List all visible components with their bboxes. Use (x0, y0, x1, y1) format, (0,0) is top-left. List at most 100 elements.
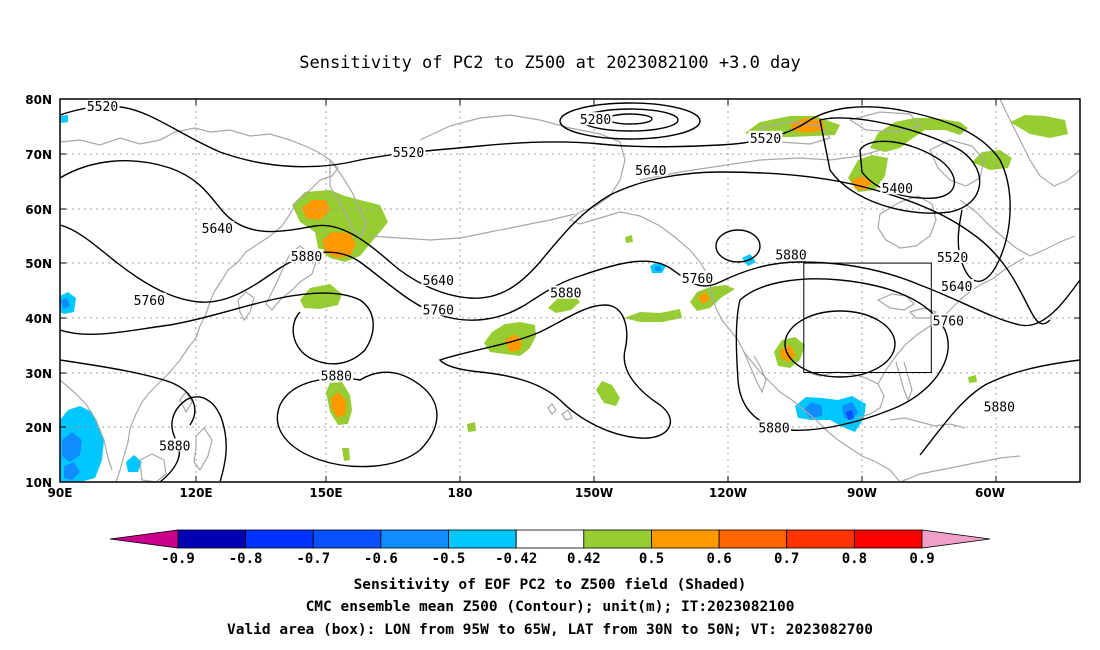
contour-label-bg (939, 279, 974, 293)
coastline-hawaii (561, 409, 573, 421)
coastline-caribbean (889, 417, 966, 429)
colorbar-swatch (448, 529, 517, 549)
lon-label: 180 (447, 486, 472, 500)
coastline-philippines (179, 390, 193, 414)
coastline-aleutians (369, 213, 576, 241)
colorbar-label: -0.5 (432, 551, 466, 567)
contour-5880 (60, 292, 374, 365)
contour-5520 (60, 105, 1011, 282)
contour-label: 5760 (423, 304, 454, 319)
coastline-borneo (139, 453, 167, 482)
contour-5880-pacific (276, 371, 438, 468)
colorbar-swatch (718, 529, 788, 549)
latitude-labels: 80N 70N 60N 50N 40N 30N 20N 10N (25, 93, 52, 490)
shade-patch (60, 115, 68, 123)
coastline-baja (743, 351, 767, 394)
contour-label-bg (931, 313, 966, 327)
contour-label-bg (578, 112, 613, 126)
contour-label-bg (757, 420, 791, 434)
contour-label: 5640 (635, 164, 666, 179)
lon-label: 120W (709, 486, 747, 500)
colorbar-swatch (786, 529, 855, 549)
coastline-hawaii (547, 403, 557, 415)
contour-label: 5640 (202, 222, 233, 237)
shade-patch (846, 410, 854, 420)
contour-label: 5640 (941, 280, 972, 295)
contour-label-bg (200, 221, 235, 235)
lat-label: 40N (25, 312, 52, 326)
shade-patch (62, 432, 82, 462)
coastline-greenland (999, 99, 1080, 187)
contour-5880-south (60, 359, 196, 426)
lat-label: 70N (25, 148, 52, 162)
shade-patch (342, 448, 350, 461)
contour-label-bg (774, 247, 808, 261)
contour-label: 5520 (87, 100, 118, 115)
shade-patch (1010, 115, 1068, 138)
colorbar-label: 0.9 (909, 551, 934, 567)
lon-label: 150W (575, 486, 613, 500)
shade-patch (64, 462, 80, 480)
coastline-south-america (899, 455, 1021, 482)
shade-patch (322, 232, 356, 258)
contour-label: 5280 (580, 113, 611, 128)
lat-label: 30N (25, 367, 52, 381)
lat-label: 60N (25, 203, 52, 217)
colorbar-swatch (651, 529, 720, 549)
contour-label-bg (548, 285, 583, 299)
colorbar-swatch (312, 529, 382, 549)
contour-5400-outer (819, 117, 981, 214)
lon-label: 60W (975, 486, 1005, 500)
caption-line-2: CMC ensemble mean Z500 (Contour); unit(m… (306, 599, 795, 615)
shade-patch (548, 294, 580, 313)
colorbar-label: 0.5 (639, 551, 664, 567)
shade-patch (780, 345, 796, 362)
colorbar-label: 0.7 (774, 551, 799, 567)
contour-label: 5400 (882, 182, 913, 197)
contour-label-bg (319, 368, 354, 382)
shade-patch (803, 402, 822, 418)
shade-patch (302, 200, 330, 220)
colorbar-label: -0.8 (229, 551, 263, 567)
colorbar-label: 0.8 (842, 551, 867, 567)
colorbar-swatch (583, 529, 652, 549)
colorbar-label: -0.9 (161, 551, 195, 567)
lon-label: 120E (179, 486, 212, 500)
colorbar-label: -0.7 (296, 551, 330, 567)
contour-label-bg (421, 273, 456, 287)
contour-label: 5520 (393, 146, 424, 161)
contour-label: 5880 (775, 248, 806, 263)
colorbar-swatch (177, 529, 246, 549)
coastline-gulf (805, 371, 885, 419)
tick-marks (60, 98, 1080, 482)
colorbar-swatch (854, 529, 923, 549)
contour-label-bg (748, 130, 783, 144)
lat-label: 80N (25, 93, 52, 107)
contour-5880-west (159, 396, 227, 482)
contour-label: 5880 (550, 287, 581, 302)
coastline-north-america (699, 261, 901, 482)
map-frame (59, 98, 1081, 483)
shade-patch (467, 422, 476, 432)
shade-patch (60, 406, 104, 482)
contour-label: 5880 (758, 421, 789, 436)
coastline-great-lakes (876, 293, 915, 311)
map-panel: 5520 5280 5520 5520 5640 5400 5640 5880 5520 5760… (25, 93, 1081, 500)
shade-patch (126, 455, 142, 472)
shade-patch (505, 334, 522, 352)
shade-patch (698, 292, 710, 304)
contour-label-bg (982, 399, 1017, 413)
shade-patch (300, 284, 342, 309)
contour-label: 5520 (750, 132, 781, 147)
lon-label: 150E (309, 486, 342, 500)
contour-5640 (60, 160, 1051, 325)
caption-line-1: Sensitivity of EOF PC2 to Z500 field (Sh… (354, 577, 747, 593)
contour-label-bg (633, 163, 668, 177)
contour-label: 5880 (159, 439, 190, 454)
contour-5880-central (438, 304, 672, 439)
coastline-japan (237, 291, 255, 322)
shade-patch (624, 309, 682, 322)
coastline-east-coast (877, 257, 1025, 385)
figure-title: Sensitivity of PC2 to Z500 at 2023082100… (299, 53, 801, 73)
contour-label-bg (680, 270, 715, 284)
